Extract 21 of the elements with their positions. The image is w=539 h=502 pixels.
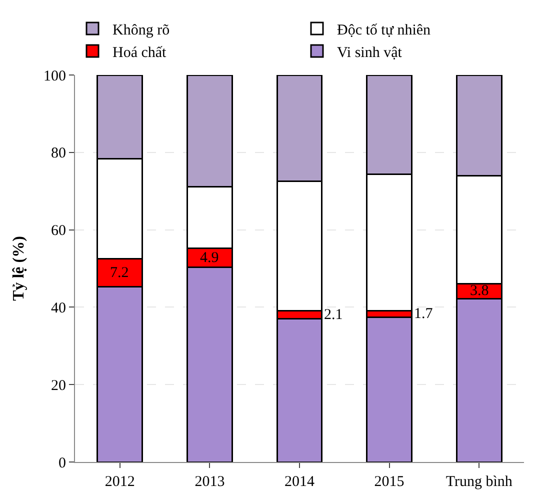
data-label: 7.2 — [110, 265, 129, 281]
x-tick-label: Trung bình — [446, 474, 513, 490]
legend-label: Không rõ — [112, 22, 170, 38]
y-tick-label: 0 — [58, 455, 66, 472]
data-label: 4.9 — [200, 250, 219, 266]
legend-label: Độc tố tự nhiên — [337, 22, 432, 38]
y-tick-label: 80 — [51, 146, 66, 162]
data-label: 3.8 — [470, 283, 489, 299]
legend-label: Hoá chất — [112, 44, 168, 61]
y-axis-title: Tỷ lệ (%) — [10, 236, 28, 301]
x-tick-label: 2012 — [104, 474, 135, 490]
data-label: 2.1 — [324, 307, 343, 323]
x-tick-label: 2013 — [194, 474, 225, 490]
x-tick-label: 2015 — [374, 474, 404, 490]
legend-label: Vi sinh vật — [337, 44, 403, 61]
y-tick-label: 60 — [51, 223, 66, 240]
x-tick-label: 2014 — [284, 474, 315, 490]
data-label: 1.7 — [414, 306, 434, 322]
y-tick-label: 20 — [51, 378, 66, 394]
y-tick-label: 40 — [51, 300, 66, 316]
y-tick-label: 100 — [44, 68, 66, 84]
